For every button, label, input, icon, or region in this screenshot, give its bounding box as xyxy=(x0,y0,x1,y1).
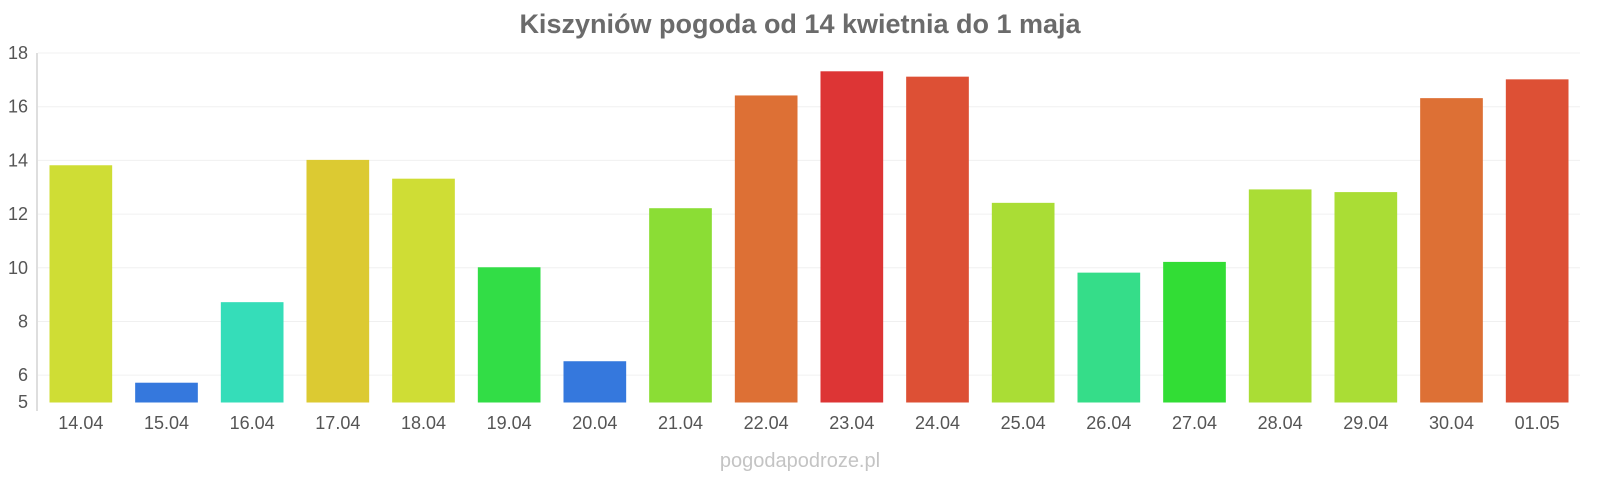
y-tick-label: 6 xyxy=(18,365,28,385)
bar-27.04[interactable] xyxy=(1163,261,1226,403)
x-tick-label: 23.04 xyxy=(829,413,874,433)
bar-22.04[interactable] xyxy=(734,95,798,403)
x-tick-label: 18.04 xyxy=(401,413,446,433)
y-tick-label: 14 xyxy=(8,150,28,170)
bar-18.04[interactable] xyxy=(392,178,455,403)
bar-15.04[interactable] xyxy=(135,382,198,403)
x-tick-label: 21.04 xyxy=(658,413,703,433)
bar-14.04[interactable] xyxy=(49,165,113,403)
y-tick-label: 16 xyxy=(8,97,28,117)
y-tick-label: 5 xyxy=(18,392,28,412)
x-tick-label: 22.04 xyxy=(744,413,789,433)
x-tick-label: 01.05 xyxy=(1515,413,1560,433)
bar-17.04[interactable] xyxy=(306,159,370,403)
bar-19.04[interactable] xyxy=(477,267,541,403)
x-tick-label: 28.04 xyxy=(1258,413,1303,433)
y-tick-label: 10 xyxy=(8,258,28,278)
x-tick-label: 24.04 xyxy=(915,413,960,433)
bar-24.04[interactable] xyxy=(906,76,969,403)
x-tick-label: 25.04 xyxy=(1001,413,1046,433)
y-tick-label: 18 xyxy=(8,43,28,63)
x-tick-label: 17.04 xyxy=(315,413,360,433)
x-tick-label: 26.04 xyxy=(1086,413,1131,433)
bar-01.05[interactable] xyxy=(1505,79,1569,403)
y-axis-ticks: 5 6 8 10 12 14 16 18 xyxy=(8,43,28,412)
x-tick-label: 16.04 xyxy=(230,413,275,433)
x-tick-label: 14.04 xyxy=(58,413,103,433)
x-tick-label: 27.04 xyxy=(1172,413,1217,433)
bar-25.04[interactable] xyxy=(991,202,1055,403)
bar-30.04[interactable] xyxy=(1420,98,1483,403)
bar-layer xyxy=(49,71,1569,403)
bar-26.04[interactable] xyxy=(1077,272,1141,403)
y-tick-label: 8 xyxy=(18,311,28,331)
x-tick-label: 30.04 xyxy=(1429,413,1474,433)
y-tick-label: 12 xyxy=(8,204,28,224)
x-tick-label: 19.04 xyxy=(487,413,532,433)
bar-28.04[interactable] xyxy=(1248,189,1312,403)
bar-21.04[interactable] xyxy=(649,208,712,403)
bar-16.04[interactable] xyxy=(220,302,284,403)
bar-29.04[interactable] xyxy=(1334,192,1398,403)
site-credit: pogodapodroze.pl xyxy=(720,450,880,472)
grid-layer xyxy=(38,52,1580,376)
x-axis-ticks: 14.04 15.04 16.04 17.04 18.04 19.04 20.04 21.04… xyxy=(58,413,1559,433)
x-tick-label: 15.04 xyxy=(144,413,189,433)
x-tick-label: 29.04 xyxy=(1343,413,1388,433)
bar-23.04[interactable] xyxy=(820,71,884,403)
x-tick-label: 20.04 xyxy=(572,413,617,433)
bar-20.04[interactable] xyxy=(563,361,627,403)
chart-title: Kiszyniów pogoda od 14 kwietnia do 1 maj… xyxy=(519,9,1081,39)
